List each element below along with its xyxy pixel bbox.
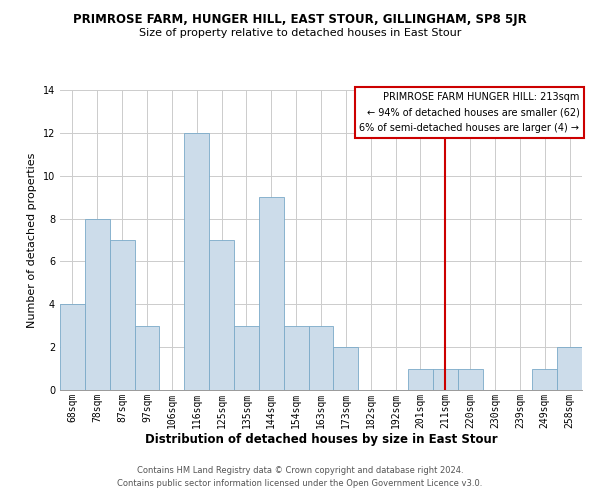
Bar [334, 347, 358, 390]
Bar [308, 326, 334, 390]
Text: Size of property relative to detached houses in East Stour: Size of property relative to detached ho… [139, 28, 461, 38]
Bar [209, 240, 234, 390]
Bar [110, 240, 134, 390]
Bar [85, 218, 110, 390]
Bar [284, 326, 308, 390]
Bar [259, 197, 284, 390]
Y-axis label: Number of detached properties: Number of detached properties [27, 152, 37, 328]
Bar [408, 368, 433, 390]
Text: Distribution of detached houses by size in East Stour: Distribution of detached houses by size … [145, 432, 497, 446]
Bar [134, 326, 160, 390]
Bar [433, 368, 458, 390]
Bar [458, 368, 482, 390]
Text: PRIMROSE FARM, HUNGER HILL, EAST STOUR, GILLINGHAM, SP8 5JR: PRIMROSE FARM, HUNGER HILL, EAST STOUR, … [73, 12, 527, 26]
Bar [557, 347, 582, 390]
Bar [184, 133, 209, 390]
Text: Contains HM Land Registry data © Crown copyright and database right 2024.
Contai: Contains HM Land Registry data © Crown c… [118, 466, 482, 487]
Bar [234, 326, 259, 390]
Bar [532, 368, 557, 390]
Bar [60, 304, 85, 390]
Text: PRIMROSE FARM HUNGER HILL: 213sqm
← 94% of detached houses are smaller (62)
6% o: PRIMROSE FARM HUNGER HILL: 213sqm ← 94% … [359, 92, 580, 132]
